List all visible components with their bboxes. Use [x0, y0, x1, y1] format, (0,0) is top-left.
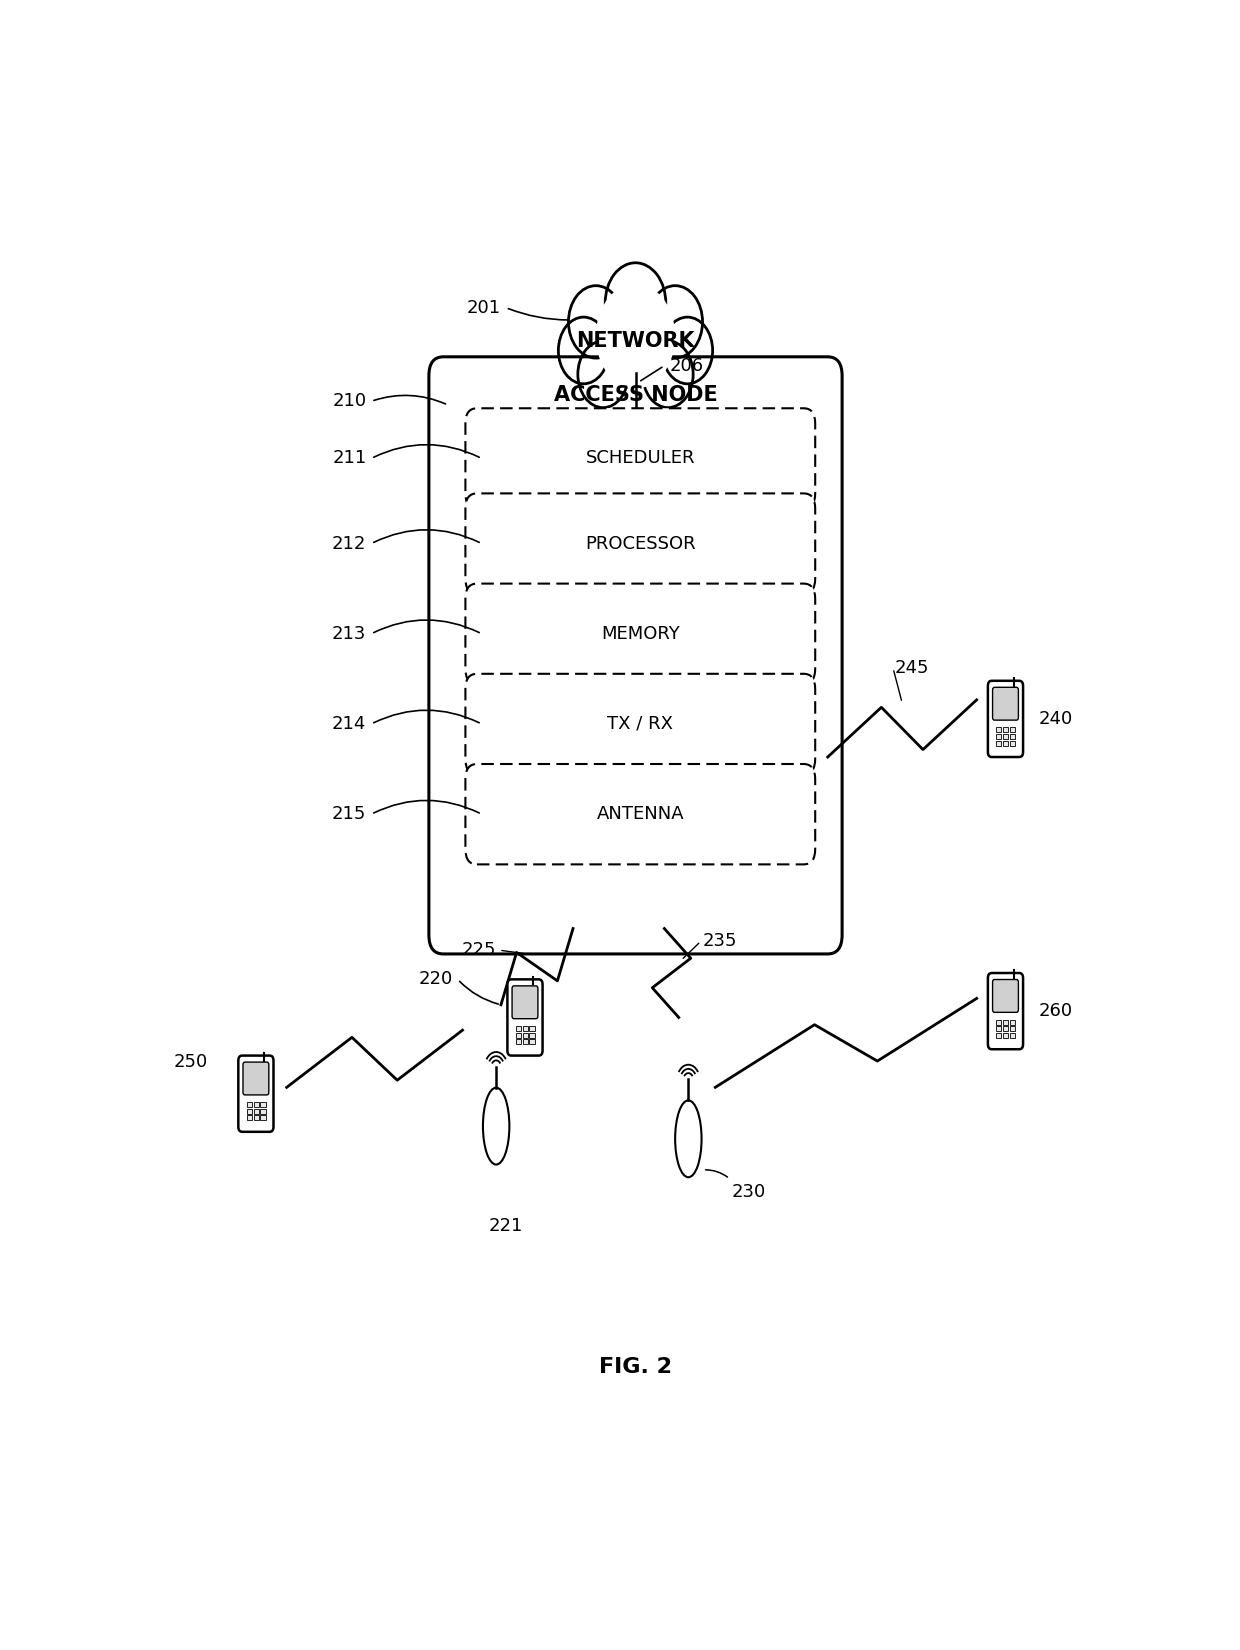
Text: 235: 235	[703, 932, 738, 950]
Bar	[260, 1109, 265, 1114]
Circle shape	[578, 342, 629, 408]
Bar	[1009, 1026, 1016, 1031]
FancyBboxPatch shape	[465, 408, 815, 508]
Circle shape	[605, 262, 666, 343]
Text: 214: 214	[332, 714, 367, 733]
FancyBboxPatch shape	[465, 764, 815, 865]
Circle shape	[558, 317, 609, 384]
Text: 260: 260	[1039, 1002, 1074, 1020]
FancyBboxPatch shape	[238, 1056, 274, 1132]
Bar	[1009, 1020, 1016, 1025]
Text: 225: 225	[461, 940, 496, 959]
Bar	[529, 1026, 534, 1031]
Bar	[516, 1026, 521, 1031]
Bar	[253, 1102, 259, 1107]
Text: 210: 210	[332, 393, 367, 411]
Bar	[1003, 728, 1008, 733]
Text: 211: 211	[332, 449, 367, 467]
Bar	[253, 1115, 259, 1120]
Circle shape	[596, 284, 675, 389]
Text: 230: 230	[732, 1183, 766, 1201]
Bar	[996, 734, 1002, 739]
FancyBboxPatch shape	[992, 688, 1018, 719]
Bar	[1003, 1020, 1008, 1025]
Text: 215: 215	[332, 805, 367, 823]
Circle shape	[647, 285, 703, 358]
Bar	[529, 1033, 534, 1038]
Text: 240: 240	[1039, 710, 1074, 728]
Bar	[996, 1026, 1002, 1031]
Bar	[996, 741, 1002, 746]
Text: 212: 212	[332, 535, 367, 553]
FancyBboxPatch shape	[465, 584, 815, 685]
Circle shape	[662, 317, 713, 384]
Bar	[996, 1020, 1002, 1025]
Circle shape	[568, 285, 624, 358]
FancyBboxPatch shape	[512, 985, 538, 1018]
Bar	[529, 1040, 534, 1044]
Circle shape	[599, 294, 672, 388]
Bar	[1003, 741, 1008, 746]
FancyBboxPatch shape	[429, 356, 842, 954]
Bar	[1003, 1033, 1008, 1038]
Bar	[522, 1026, 528, 1031]
Text: 245: 245	[895, 658, 930, 676]
Text: PROCESSOR: PROCESSOR	[585, 535, 696, 553]
Text: ANTENNA: ANTENNA	[596, 805, 684, 823]
FancyBboxPatch shape	[988, 681, 1023, 757]
FancyBboxPatch shape	[507, 980, 543, 1056]
Bar	[522, 1033, 528, 1038]
Circle shape	[642, 342, 693, 408]
FancyBboxPatch shape	[243, 1063, 269, 1096]
Text: MEMORY: MEMORY	[601, 625, 680, 644]
Bar	[996, 728, 1002, 733]
Text: FIG. 2: FIG. 2	[599, 1356, 672, 1376]
FancyBboxPatch shape	[988, 974, 1023, 1049]
Text: ACCESS NODE: ACCESS NODE	[553, 384, 718, 404]
Bar	[996, 1033, 1002, 1038]
FancyBboxPatch shape	[992, 980, 1018, 1013]
Bar	[522, 1040, 528, 1044]
FancyBboxPatch shape	[465, 493, 815, 594]
FancyBboxPatch shape	[465, 673, 815, 774]
Text: 213: 213	[332, 625, 367, 644]
Ellipse shape	[675, 1101, 702, 1176]
Bar	[253, 1109, 259, 1114]
Text: 221: 221	[489, 1218, 523, 1234]
Bar	[247, 1109, 252, 1114]
Text: 201: 201	[466, 299, 501, 317]
Bar	[1009, 1033, 1016, 1038]
Text: SCHEDULER: SCHEDULER	[585, 449, 696, 467]
Text: 250: 250	[174, 1053, 208, 1071]
Bar	[516, 1040, 521, 1044]
Bar	[1003, 1026, 1008, 1031]
Bar	[260, 1102, 265, 1107]
Bar	[247, 1102, 252, 1107]
Text: NETWORK: NETWORK	[577, 332, 694, 351]
Bar	[516, 1033, 521, 1038]
Text: TX / RX: TX / RX	[608, 714, 673, 733]
Bar	[1009, 728, 1016, 733]
Bar	[1003, 734, 1008, 739]
Text: 206: 206	[670, 356, 703, 375]
Ellipse shape	[482, 1087, 510, 1165]
Bar	[1009, 741, 1016, 746]
Bar	[247, 1115, 252, 1120]
Text: 220: 220	[419, 970, 453, 988]
Bar	[1009, 734, 1016, 739]
Bar	[260, 1115, 265, 1120]
